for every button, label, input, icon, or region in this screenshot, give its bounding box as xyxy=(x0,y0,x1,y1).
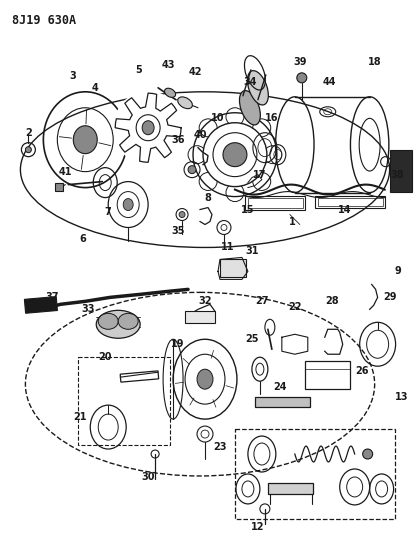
Circle shape xyxy=(362,449,373,459)
Text: 26: 26 xyxy=(355,366,368,376)
Text: 27: 27 xyxy=(255,296,269,306)
Text: 38: 38 xyxy=(391,169,404,180)
Text: 23: 23 xyxy=(213,442,227,452)
Text: 41: 41 xyxy=(58,167,72,176)
Circle shape xyxy=(297,73,307,83)
Bar xyxy=(24,296,58,313)
Text: 9: 9 xyxy=(394,266,401,277)
Text: 12: 12 xyxy=(251,522,265,532)
Text: 16: 16 xyxy=(265,113,278,123)
Ellipse shape xyxy=(197,369,213,389)
Text: 34: 34 xyxy=(243,77,257,87)
Bar xyxy=(55,183,63,191)
Text: 15: 15 xyxy=(241,205,255,215)
Ellipse shape xyxy=(165,88,176,98)
Ellipse shape xyxy=(118,313,138,329)
Text: 37: 37 xyxy=(46,293,59,302)
Bar xyxy=(318,198,383,206)
Text: 7: 7 xyxy=(105,207,112,216)
Circle shape xyxy=(25,147,32,152)
Text: 33: 33 xyxy=(81,304,95,314)
Text: 29: 29 xyxy=(383,293,396,302)
Polygon shape xyxy=(295,97,370,192)
Text: 44: 44 xyxy=(323,77,336,87)
Text: 43: 43 xyxy=(161,60,175,70)
Text: 28: 28 xyxy=(325,296,339,306)
Text: 17: 17 xyxy=(253,169,267,180)
Text: 8J19 630A: 8J19 630A xyxy=(13,14,76,27)
Ellipse shape xyxy=(98,313,118,329)
Text: 36: 36 xyxy=(171,135,185,144)
Text: 11: 11 xyxy=(221,243,235,253)
Bar xyxy=(390,150,412,191)
Bar xyxy=(248,198,303,207)
Ellipse shape xyxy=(178,97,192,109)
Circle shape xyxy=(188,166,196,174)
Text: 4: 4 xyxy=(92,83,99,93)
Text: 5: 5 xyxy=(135,65,142,75)
Text: 6: 6 xyxy=(79,235,86,245)
Circle shape xyxy=(179,212,185,217)
Text: 3: 3 xyxy=(69,71,76,81)
Text: 30: 30 xyxy=(142,472,155,482)
Ellipse shape xyxy=(239,91,260,125)
Text: 13: 13 xyxy=(395,392,408,402)
Ellipse shape xyxy=(113,91,183,165)
Bar xyxy=(78,357,170,445)
Bar xyxy=(315,196,385,207)
Ellipse shape xyxy=(96,310,140,338)
Text: 10: 10 xyxy=(211,113,225,123)
Text: 2: 2 xyxy=(25,128,32,138)
Text: 19: 19 xyxy=(171,340,185,349)
Bar xyxy=(268,483,313,494)
Bar xyxy=(245,196,305,209)
Text: 14: 14 xyxy=(338,205,352,215)
Ellipse shape xyxy=(247,71,268,105)
Text: 42: 42 xyxy=(188,67,202,77)
Bar xyxy=(120,371,159,382)
Ellipse shape xyxy=(74,126,97,154)
Bar xyxy=(255,397,310,407)
Text: 25: 25 xyxy=(245,334,259,344)
Ellipse shape xyxy=(123,199,133,211)
Text: 39: 39 xyxy=(293,57,307,67)
Bar xyxy=(305,361,350,389)
Text: 22: 22 xyxy=(288,302,302,312)
Text: 40: 40 xyxy=(193,130,207,140)
Bar xyxy=(185,311,215,324)
Ellipse shape xyxy=(203,123,267,187)
Text: 18: 18 xyxy=(368,57,381,67)
Ellipse shape xyxy=(117,191,139,217)
Text: 35: 35 xyxy=(171,227,185,237)
Text: 20: 20 xyxy=(98,352,112,362)
Text: 8: 8 xyxy=(205,192,211,203)
Ellipse shape xyxy=(142,121,154,135)
Text: 32: 32 xyxy=(198,296,212,306)
Text: 31: 31 xyxy=(245,246,259,256)
Ellipse shape xyxy=(223,143,247,167)
Ellipse shape xyxy=(136,115,160,141)
Bar xyxy=(220,260,246,277)
Text: 1: 1 xyxy=(289,216,295,227)
Text: 24: 24 xyxy=(273,382,286,392)
Text: 21: 21 xyxy=(74,412,87,422)
Bar xyxy=(235,429,395,519)
